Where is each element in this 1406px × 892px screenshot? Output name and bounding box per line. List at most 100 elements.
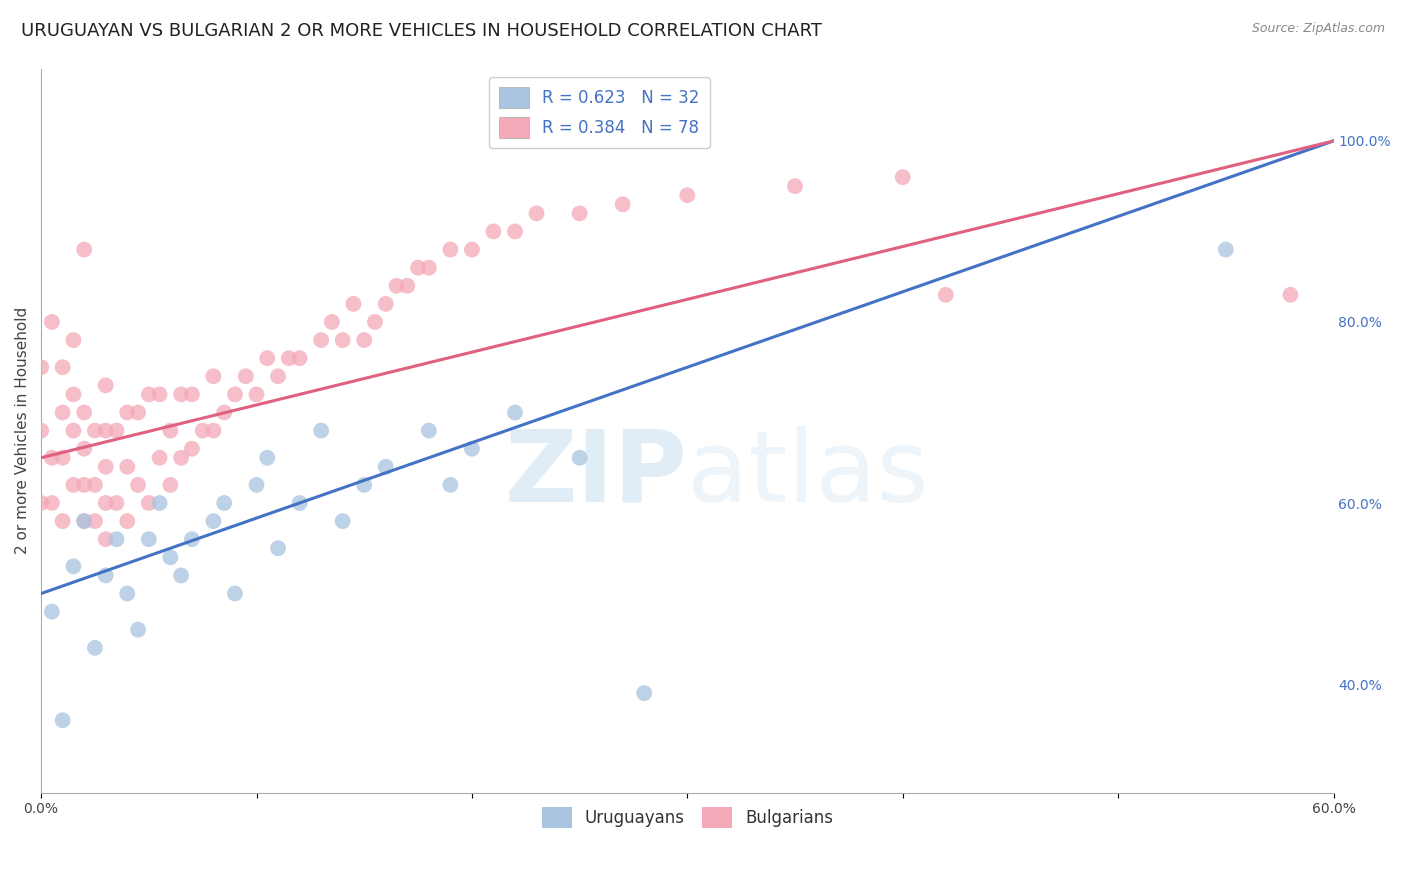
Text: atlas: atlas — [688, 425, 929, 523]
Point — [235, 369, 257, 384]
Point — [149, 450, 172, 465]
Point — [170, 387, 193, 401]
Point — [439, 478, 461, 492]
Point — [891, 170, 914, 185]
Point — [332, 514, 354, 528]
Point — [41, 450, 63, 465]
Point — [935, 288, 957, 302]
Point — [94, 496, 117, 510]
Point — [149, 387, 172, 401]
Point — [406, 260, 429, 275]
Point — [73, 514, 96, 528]
Point — [180, 532, 202, 546]
Point — [288, 496, 311, 510]
Point — [633, 686, 655, 700]
Point — [224, 387, 246, 401]
Text: Source: ZipAtlas.com: Source: ZipAtlas.com — [1251, 22, 1385, 36]
Point — [127, 478, 149, 492]
Point — [117, 459, 139, 474]
Point — [159, 478, 181, 492]
Point — [202, 369, 225, 384]
Point — [159, 550, 181, 565]
Point — [180, 387, 202, 401]
Point — [245, 387, 267, 401]
Point — [73, 514, 96, 528]
Point — [62, 387, 84, 401]
Point — [783, 179, 806, 194]
Point — [127, 623, 149, 637]
Point — [30, 496, 52, 510]
Point — [461, 442, 484, 456]
Point — [84, 424, 107, 438]
Point — [342, 297, 364, 311]
Point — [84, 478, 107, 492]
Point — [202, 514, 225, 528]
Point — [396, 278, 419, 293]
Point — [1279, 288, 1302, 302]
Point — [138, 387, 160, 401]
Point — [170, 450, 193, 465]
Point — [73, 478, 96, 492]
Point — [1215, 243, 1237, 257]
Point — [277, 351, 299, 366]
Point — [41, 315, 63, 329]
Point — [612, 197, 634, 211]
Point — [267, 369, 290, 384]
Point — [418, 424, 440, 438]
Text: URUGUAYAN VS BULGARIAN 2 OR MORE VEHICLES IN HOUSEHOLD CORRELATION CHART: URUGUAYAN VS BULGARIAN 2 OR MORE VEHICLE… — [21, 22, 823, 40]
Point — [41, 496, 63, 510]
Point — [256, 351, 278, 366]
Point — [170, 568, 193, 582]
Point — [191, 424, 214, 438]
Point — [62, 424, 84, 438]
Point — [212, 405, 235, 419]
Point — [353, 333, 375, 347]
Point — [62, 478, 84, 492]
Point — [256, 450, 278, 465]
Point — [127, 405, 149, 419]
Point — [364, 315, 387, 329]
Point — [568, 450, 591, 465]
Point — [224, 586, 246, 600]
Point — [73, 243, 96, 257]
Point — [353, 478, 375, 492]
Point — [94, 424, 117, 438]
Point — [105, 424, 128, 438]
Point — [41, 605, 63, 619]
Point — [84, 640, 107, 655]
Point — [374, 459, 396, 474]
Point — [309, 333, 332, 347]
Point — [73, 442, 96, 456]
Y-axis label: 2 or more Vehicles in Household: 2 or more Vehicles in Household — [15, 307, 30, 554]
Point — [105, 532, 128, 546]
Point — [52, 514, 75, 528]
Point — [138, 532, 160, 546]
Point — [117, 586, 139, 600]
Point — [374, 297, 396, 311]
Point — [288, 351, 311, 366]
Point — [30, 360, 52, 375]
Point — [159, 424, 181, 438]
Point — [202, 424, 225, 438]
Point — [212, 496, 235, 510]
Point — [503, 405, 526, 419]
Point — [332, 333, 354, 347]
Point — [321, 315, 343, 329]
Point — [62, 333, 84, 347]
Point — [568, 206, 591, 220]
Point — [52, 405, 75, 419]
Point — [30, 424, 52, 438]
Point — [105, 496, 128, 510]
Point — [482, 224, 505, 238]
Point — [245, 478, 267, 492]
Legend: Uruguayans, Bulgarians: Uruguayans, Bulgarians — [534, 800, 839, 835]
Point — [94, 532, 117, 546]
Point — [180, 442, 202, 456]
Point — [94, 378, 117, 392]
Point — [461, 243, 484, 257]
Point — [52, 450, 75, 465]
Point — [94, 568, 117, 582]
Point — [73, 405, 96, 419]
Point — [117, 514, 139, 528]
Text: ZIP: ZIP — [505, 425, 688, 523]
